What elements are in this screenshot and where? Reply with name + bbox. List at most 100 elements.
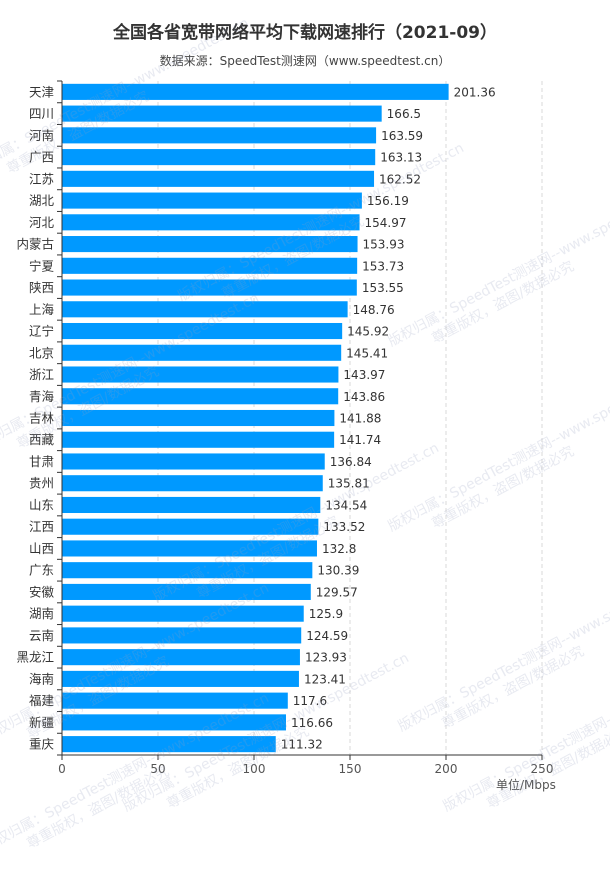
bar <box>62 714 286 731</box>
value-label: 143.86 <box>343 390 385 404</box>
value-label: 124.59 <box>306 629 348 643</box>
bar <box>62 627 302 644</box>
x-tick-label: 250 <box>531 762 554 776</box>
x-tick-label: 100 <box>243 762 266 776</box>
category-label: 安徽 <box>29 584 55 599</box>
bar <box>62 236 358 253</box>
value-label: 116.66 <box>291 716 333 730</box>
bar <box>62 562 313 579</box>
bar <box>62 257 358 274</box>
category-label: 天津 <box>29 84 54 99</box>
value-label: 145.92 <box>347 325 389 339</box>
category-label: 福建 <box>29 693 55 708</box>
bar <box>62 583 311 600</box>
category-label: 四川 <box>29 106 54 121</box>
value-label: 123.41 <box>304 672 346 686</box>
bar <box>62 736 276 753</box>
category-label: 河北 <box>29 215 55 230</box>
axis-layer: 0 50 100 150 200 250 天津四川河南广西江苏湖北河北内蒙古宁夏陕西上海辽宁… <box>16 80 554 776</box>
value-label: 132.8 <box>322 542 356 556</box>
bar <box>62 388 339 405</box>
value-label: 136.84 <box>330 455 372 469</box>
category-label: 云南 <box>29 628 54 643</box>
category-label: 黑龙江 <box>16 650 54 665</box>
value-label: 163.59 <box>381 129 423 143</box>
category-label: 河南 <box>29 128 54 143</box>
value-label: 156.19 <box>367 194 409 208</box>
bar <box>62 149 376 166</box>
bar <box>62 322 343 340</box>
category-label: 江苏 <box>29 171 54 186</box>
bar <box>62 605 304 622</box>
value-label: 129.57 <box>316 585 358 599</box>
bar <box>62 540 317 557</box>
bar <box>62 409 335 427</box>
value-label: 135.81 <box>328 477 370 491</box>
category-label: 江西 <box>29 519 54 534</box>
bar <box>62 127 377 144</box>
value-label: 153.73 <box>362 259 404 273</box>
x-axis-unit-label: 单位/Mbps <box>496 778 556 792</box>
bar <box>62 192 362 209</box>
value-label: 130.39 <box>317 564 359 578</box>
bar <box>62 692 288 709</box>
chart-subtitle: 数据来源：SpeedTest测速网（www.speedtest.cn） <box>159 54 451 68</box>
category-label: 湖北 <box>29 193 55 208</box>
bar <box>62 496 321 514</box>
category-label: 北京 <box>29 345 54 360</box>
value-label: 166.5 <box>387 107 421 121</box>
category-label: 海南 <box>29 671 54 686</box>
value-label: 133.52 <box>323 520 365 534</box>
category-label: 西藏 <box>29 432 55 447</box>
category-label: 广东 <box>29 563 54 578</box>
x-tick-label: 200 <box>435 762 458 776</box>
category-label: 贵州 <box>29 476 54 491</box>
bar <box>62 105 382 122</box>
value-label: 148.76 <box>353 303 395 317</box>
bar <box>62 518 319 535</box>
category-label: 吉林 <box>29 411 55 426</box>
bar <box>62 431 335 448</box>
category-label: 浙江 <box>29 367 54 382</box>
bar <box>62 453 325 470</box>
value-label: 163.13 <box>380 151 422 165</box>
value-label: 141.88 <box>339 412 381 426</box>
category-label: 宁夏 <box>29 258 55 273</box>
x-tick-label: 0 <box>58 762 66 776</box>
bar <box>62 279 357 296</box>
category-label: 辽宁 <box>29 324 54 339</box>
value-label: 143.97 <box>343 368 385 382</box>
category-label: 陕西 <box>29 280 54 295</box>
category-label: 重庆 <box>29 737 55 752</box>
value-label: 201.36 <box>454 85 496 99</box>
value-label: 162.52 <box>379 172 421 186</box>
bar <box>62 301 348 318</box>
bar <box>62 83 449 100</box>
value-label: 125.9 <box>309 607 343 621</box>
bar-chart: 201.36 166.5 163.59 163.13 162.52 156.19 154.9… <box>16 80 554 776</box>
bar <box>62 475 323 492</box>
bar-layer: 201.36 166.5 163.59 163.13 162.52 156.19 154.9… <box>62 83 496 753</box>
x-tick-label: 50 <box>150 762 165 776</box>
category-label: 湖南 <box>29 606 54 621</box>
category-label: 山西 <box>29 541 54 556</box>
value-label: 111.32 <box>281 738 323 752</box>
category-label: 新疆 <box>29 715 54 730</box>
category-label: 上海 <box>29 302 55 317</box>
value-label: 153.55 <box>362 281 404 295</box>
value-label: 117.6 <box>293 694 327 708</box>
bar <box>62 344 342 361</box>
category-label: 山东 <box>29 497 54 512</box>
category-label: 青海 <box>29 389 55 404</box>
x-tick-label: 150 <box>339 762 362 776</box>
value-label: 134.54 <box>325 498 367 512</box>
bar <box>62 670 299 687</box>
category-label: 甘肃 <box>29 454 54 469</box>
bar <box>62 170 375 187</box>
value-label: 141.74 <box>339 433 381 447</box>
bar <box>62 214 360 231</box>
value-label: 123.93 <box>305 651 347 665</box>
bar <box>62 366 339 383</box>
value-label: 154.97 <box>365 216 407 230</box>
category-label: 广西 <box>29 150 54 165</box>
